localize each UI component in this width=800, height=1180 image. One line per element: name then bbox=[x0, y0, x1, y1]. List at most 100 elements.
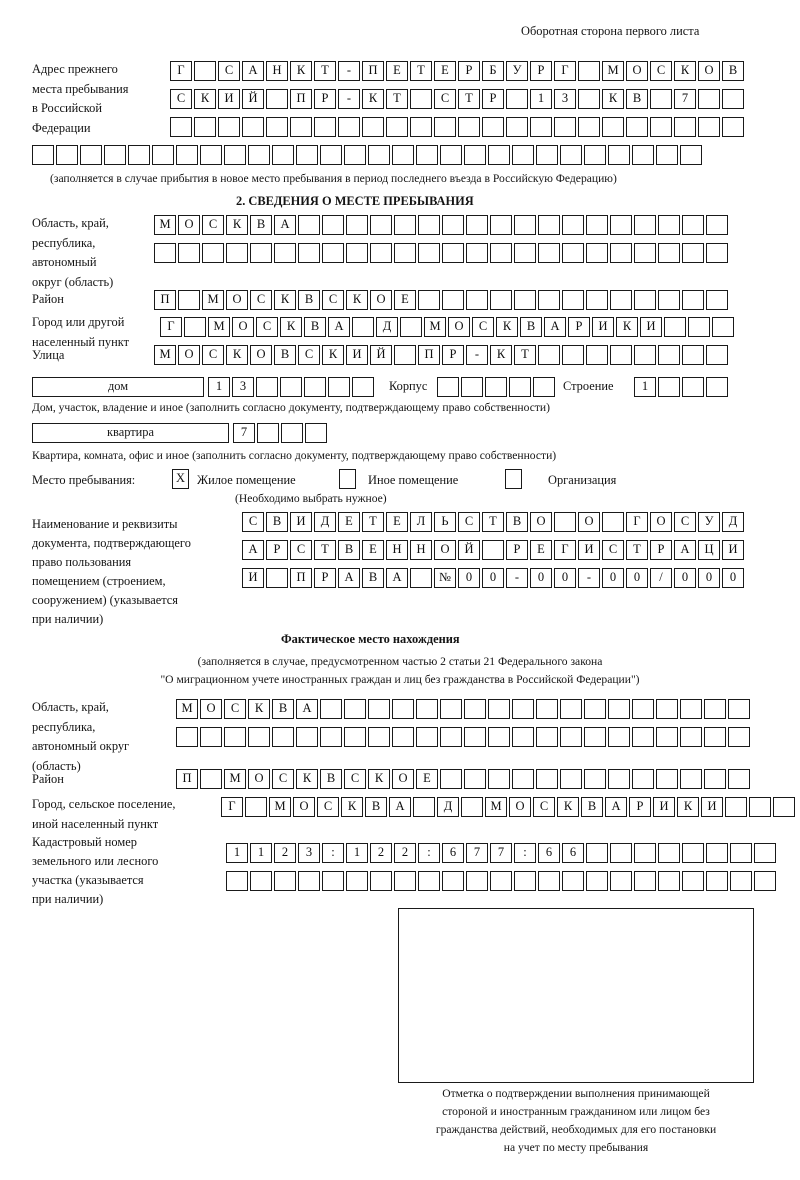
previous-address-row-2-cell-18[interactable] bbox=[578, 89, 600, 109]
previous-address-row-3-cell-13[interactable] bbox=[458, 117, 480, 137]
cadastral-row-2-cell-6[interactable] bbox=[346, 871, 368, 891]
cadastral-row-1-cell-11[interactable]: 7 bbox=[466, 843, 488, 863]
flat-number-cells-cell-3[interactable] bbox=[281, 423, 303, 443]
cadastral-row-1-cell-13[interactable]: : bbox=[514, 843, 536, 863]
previous-address-row-2-cell-20[interactable]: В bbox=[626, 89, 648, 109]
actual-district-row-cell-13[interactable] bbox=[464, 769, 486, 789]
section2-district-row-cell-13[interactable] bbox=[442, 290, 464, 310]
previous-address-row-1-cell-24[interactable]: В bbox=[722, 61, 744, 81]
document-row-1-cell-16[interactable] bbox=[602, 512, 624, 532]
previous-address-row-3-cell-24[interactable] bbox=[722, 117, 744, 137]
previous-address-row-4-cell-24[interactable] bbox=[584, 145, 606, 165]
flat-number-cells-cell-2[interactable] bbox=[257, 423, 279, 443]
document-row-1-cell-9[interactable]: Ь bbox=[434, 512, 456, 532]
section2-street-row-cell-2[interactable]: О bbox=[178, 345, 200, 365]
previous-address-row-4-cell-22[interactable] bbox=[536, 145, 558, 165]
section2-region-row-1-cell-7[interactable] bbox=[298, 215, 320, 235]
previous-address-row-4-cell-8[interactable] bbox=[200, 145, 222, 165]
previous-address-row-4-cell-5[interactable] bbox=[128, 145, 150, 165]
flat-number-cells-cell-1[interactable]: 7 bbox=[233, 423, 255, 443]
section2-region-row-2-cell-17[interactable] bbox=[538, 243, 560, 263]
cadastral-row-1-cell-14[interactable]: 6 bbox=[538, 843, 560, 863]
actual-district-row-cell-17[interactable] bbox=[560, 769, 582, 789]
section2-district-row-cell-11[interactable]: Е bbox=[394, 290, 416, 310]
cadastral-row-2-cell-14[interactable] bbox=[538, 871, 560, 891]
house-number-cells-cell-6[interactable] bbox=[328, 377, 350, 397]
cadastral-row-1-cell-23[interactable] bbox=[754, 843, 776, 863]
document-row-2-cell-3[interactable]: С bbox=[290, 540, 312, 560]
actual-region-row-1-cell-9[interactable] bbox=[368, 699, 390, 719]
section2-region-row-1-cell-18[interactable] bbox=[562, 215, 584, 235]
section2-region-row-1-cell-13[interactable] bbox=[442, 215, 464, 235]
cadastral-row-1-cell-18[interactable] bbox=[634, 843, 656, 863]
actual-region-row-1-cell-18[interactable] bbox=[584, 699, 606, 719]
actual-region-row-1-cell-6[interactable]: А bbox=[296, 699, 318, 719]
actual-region-row-2-cell-21[interactable] bbox=[656, 727, 678, 747]
section2-city-row-cell-5[interactable]: С bbox=[256, 317, 278, 337]
document-row-3-cell-3[interactable]: П bbox=[290, 568, 312, 588]
previous-address-row-1-cell-21[interactable]: С bbox=[650, 61, 672, 81]
section2-city-row-cell-8[interactable]: А bbox=[328, 317, 350, 337]
previous-address-row-1-cell-11[interactable]: Т bbox=[410, 61, 432, 81]
actual-region-row-1-cell-8[interactable] bbox=[344, 699, 366, 719]
document-row-1-cell-18[interactable]: О bbox=[650, 512, 672, 532]
section2-region-row-2-cell-15[interactable] bbox=[490, 243, 512, 263]
document-row-3-cell-15[interactable]: - bbox=[578, 568, 600, 588]
previous-address-row-1-cell-23[interactable]: О bbox=[698, 61, 720, 81]
cadastral-row-1-cell-17[interactable] bbox=[610, 843, 632, 863]
document-row-3-cell-18[interactable]: / bbox=[650, 568, 672, 588]
section2-street-row-cell-15[interactable]: К bbox=[490, 345, 512, 365]
section2-street-row-cell-20[interactable] bbox=[610, 345, 632, 365]
section2-region-row-2-cell-1[interactable] bbox=[154, 243, 176, 263]
actual-district-row-cell-15[interactable] bbox=[512, 769, 534, 789]
document-row-3-cell-9[interactable]: № bbox=[434, 568, 456, 588]
cadastral-row-2-cell-13[interactable] bbox=[514, 871, 536, 891]
document-row-2-cell-5[interactable]: В bbox=[338, 540, 360, 560]
actual-city-row-cell-13[interactable]: О bbox=[509, 797, 531, 817]
document-row-1-cell-15[interactable]: О bbox=[578, 512, 600, 532]
previous-address-row-4-cell-1[interactable] bbox=[32, 145, 54, 165]
cadastral-row-1-cell-2[interactable]: 1 bbox=[250, 843, 272, 863]
section2-street-row-cell-4[interactable]: К bbox=[226, 345, 248, 365]
section2-region-row-2-cell-4[interactable] bbox=[226, 243, 248, 263]
previous-address-row-4-cell-27[interactable] bbox=[656, 145, 678, 165]
section2-city-row-cell-14[interactable]: С bbox=[472, 317, 494, 337]
previous-address-row-2-cell-15[interactable] bbox=[506, 89, 528, 109]
previous-address-row-3-cell-19[interactable] bbox=[602, 117, 624, 137]
actual-region-row-1-cell-13[interactable] bbox=[464, 699, 486, 719]
section2-region-row-2-cell-11[interactable] bbox=[394, 243, 416, 263]
document-row-2-cell-13[interactable]: Е bbox=[530, 540, 552, 560]
previous-address-row-2-cell-4[interactable]: Й bbox=[242, 89, 264, 109]
section2-region-row-1-cell-11[interactable] bbox=[394, 215, 416, 235]
previous-address-row-1-cell-15[interactable]: У bbox=[506, 61, 528, 81]
cadastral-row-1-cell-9[interactable]: : bbox=[418, 843, 440, 863]
previous-address-row-3-cell-4[interactable] bbox=[242, 117, 264, 137]
previous-address-row-1-cell-1[interactable]: Г bbox=[170, 61, 192, 81]
actual-region-row-2-cell-22[interactable] bbox=[680, 727, 702, 747]
document-row-3-cell-8[interactable] bbox=[410, 568, 432, 588]
document-row-3-cell-12[interactable]: - bbox=[506, 568, 528, 588]
korpus-cells-cell-3[interactable] bbox=[485, 377, 507, 397]
section2-city-row-cell-19[interactable]: И bbox=[592, 317, 614, 337]
actual-region-row-2-cell-4[interactable] bbox=[248, 727, 270, 747]
actual-city-row-cell-21[interactable]: И bbox=[701, 797, 723, 817]
actual-city-row-cell-17[interactable]: А bbox=[605, 797, 627, 817]
cadastral-row-2-cell-22[interactable] bbox=[730, 871, 752, 891]
previous-address-row-3-cell-14[interactable] bbox=[482, 117, 504, 137]
section2-region-row-2-cell-21[interactable] bbox=[634, 243, 656, 263]
actual-district-row-cell-18[interactable] bbox=[584, 769, 606, 789]
cadastral-row-1-cell-22[interactable] bbox=[730, 843, 752, 863]
section2-region-row-1-cell-24[interactable] bbox=[706, 215, 728, 235]
actual-district-row-cell-9[interactable]: К bbox=[368, 769, 390, 789]
actual-region-row-1-cell-20[interactable] bbox=[632, 699, 654, 719]
section2-city-row-cell-3[interactable]: М bbox=[208, 317, 230, 337]
section2-district-row-cell-3[interactable]: М bbox=[202, 290, 224, 310]
section2-city-row-cell-11[interactable] bbox=[400, 317, 422, 337]
actual-region-row-2[interactable] bbox=[176, 727, 750, 747]
section2-district-row-cell-8[interactable]: С bbox=[322, 290, 344, 310]
previous-address-row-3-cell-21[interactable] bbox=[650, 117, 672, 137]
cadastral-row-1-cell-10[interactable]: 6 bbox=[442, 843, 464, 863]
